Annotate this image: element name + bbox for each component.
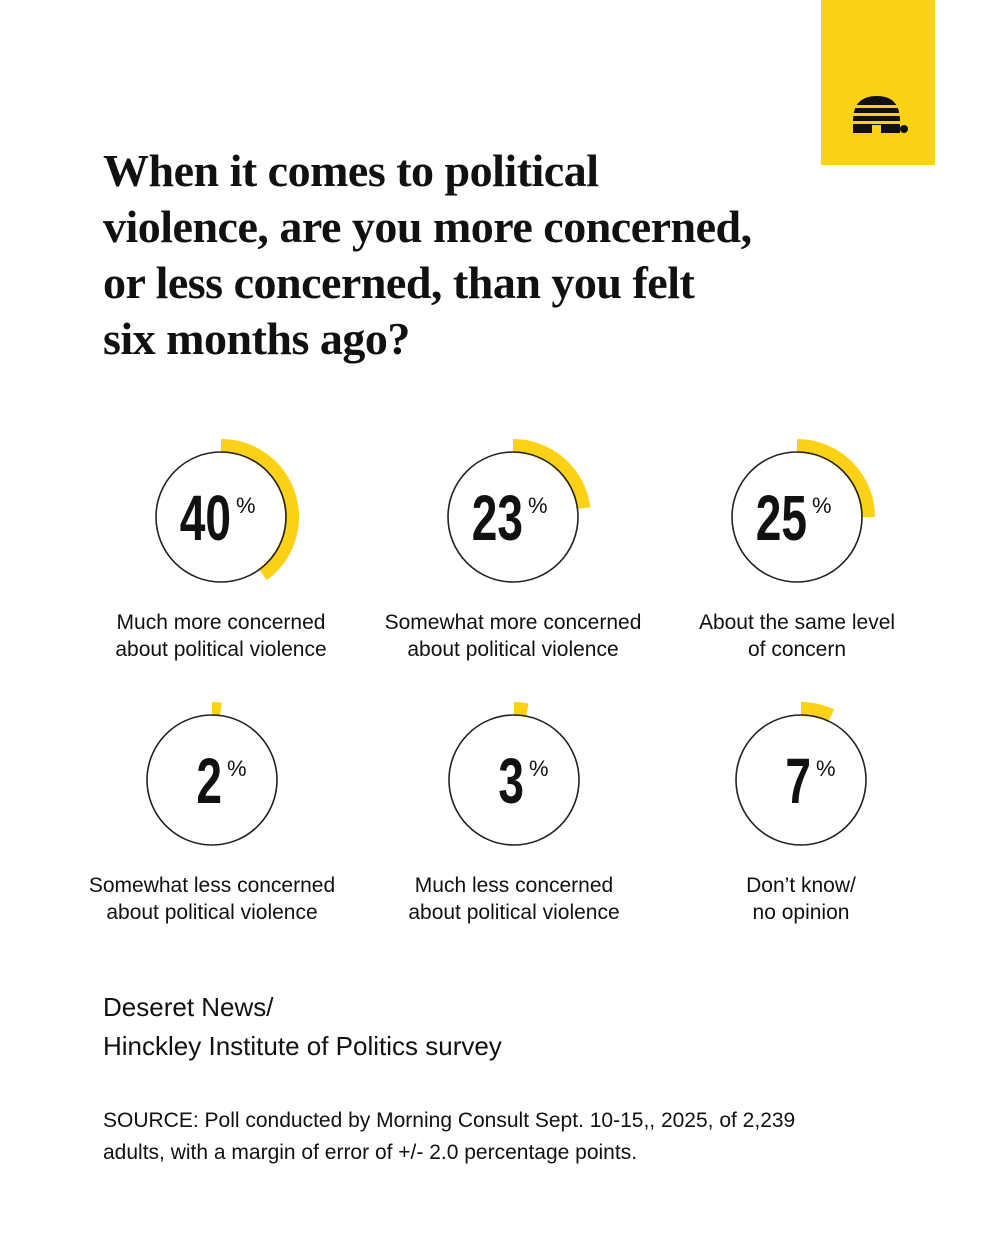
gauge-arc <box>800 702 835 723</box>
value-label: 7 <box>785 746 811 817</box>
gauge-ring <box>146 714 278 846</box>
source: adults, with a margin of error of +/- 2.… <box>103 1141 637 1164</box>
credit: Hinckley Institute of Politics survey <box>103 1031 502 1061</box>
category-label: about political violence <box>407 638 618 661</box>
gauge-arc <box>220 439 299 581</box>
value-group: 7 <box>785 746 811 817</box>
unit-label: % <box>529 756 549 781</box>
category-label: About the same level <box>699 611 895 634</box>
gauge-ring <box>731 451 863 583</box>
value-label: 25 <box>756 483 807 554</box>
value-group: 2 <box>196 746 222 817</box>
value-group: 25 <box>756 483 807 554</box>
category-label: about political violence <box>106 901 317 924</box>
credit: Deseret News/ <box>103 992 274 1022</box>
chart-title: six months ago? <box>103 313 410 364</box>
source: SOURCE: Poll conducted by Morning Consul… <box>103 1109 795 1132</box>
chart-title: violence, are you more concerned, <box>103 201 752 252</box>
gauge-arc <box>796 439 875 518</box>
gauge-ring <box>735 714 867 846</box>
gauge-ring <box>155 451 287 583</box>
chart-title: or less concerned, than you felt <box>103 257 696 308</box>
category-label: no opinion <box>753 901 850 924</box>
category-label: Don’t know/ <box>746 874 856 897</box>
category-label: Much more concerned <box>117 611 326 634</box>
value-group: 23 <box>472 483 523 554</box>
gauge-arc <box>513 702 529 718</box>
category-label: Somewhat more concerned <box>385 611 642 634</box>
gauge-ring <box>448 714 580 846</box>
value-label: 3 <box>498 746 524 817</box>
value-label: 23 <box>472 483 523 554</box>
unit-label: % <box>812 493 832 518</box>
value-label: 2 <box>196 746 222 817</box>
gauge-ring <box>447 451 579 583</box>
category-label: Much less concerned <box>415 874 613 897</box>
gauge-arc <box>211 702 222 717</box>
unit-label: % <box>227 756 247 781</box>
category-label: of concern <box>748 638 846 661</box>
logo <box>852 96 908 133</box>
chart-title: When it comes to political <box>103 145 599 196</box>
category-label: about political violence <box>408 901 619 924</box>
category-label: about political violence <box>115 638 326 661</box>
value-group: 3 <box>498 746 524 817</box>
unit-label: % <box>816 756 836 781</box>
unit-label: % <box>236 493 256 518</box>
gauge-arc <box>512 439 591 510</box>
unit-label: % <box>528 493 548 518</box>
category-label: Somewhat less concerned <box>89 874 335 897</box>
value-group: 40 <box>180 483 231 554</box>
value-label: 40 <box>180 483 231 554</box>
logo-block <box>821 0 935 165</box>
